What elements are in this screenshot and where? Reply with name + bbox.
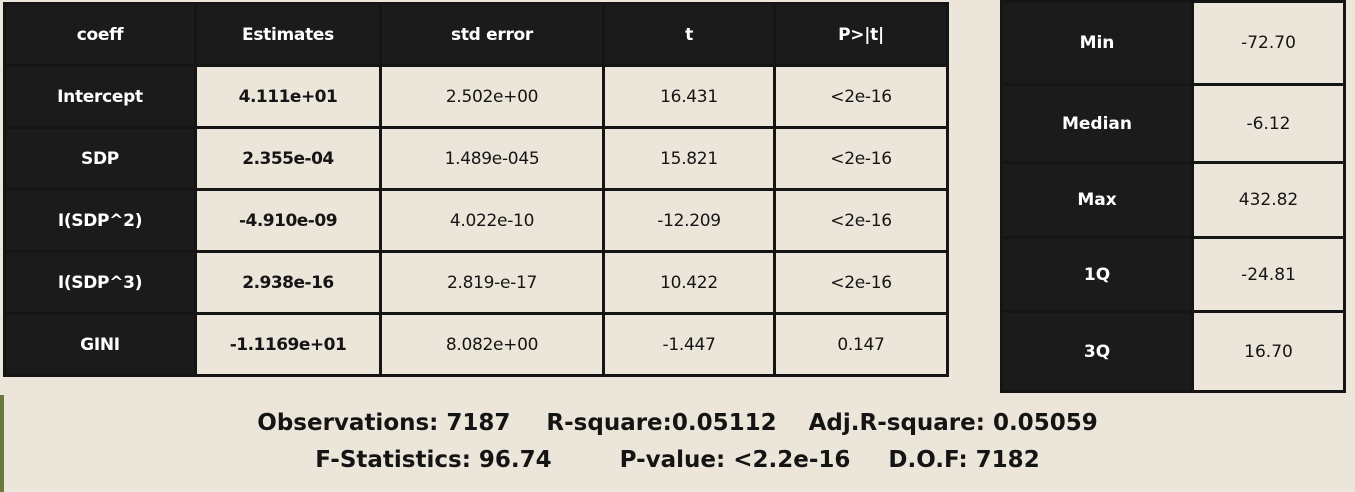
residual-row: Max 432.82 xyxy=(1000,161,1346,239)
coeff-name: I(SDP^2) xyxy=(3,188,197,253)
t-value: -1.447 xyxy=(602,312,776,377)
adj-r-square-text: Adj.R-square: 0.05059 xyxy=(808,410,1098,436)
background-edge xyxy=(0,395,4,492)
residual-row: Min -72.70 xyxy=(1000,0,1346,86)
header-estimates: Estimates xyxy=(194,2,382,67)
residual-row: Median -6.12 xyxy=(1000,83,1346,164)
residual-label: 3Q xyxy=(1000,310,1194,393)
residual-value: -24.81 xyxy=(1191,236,1346,313)
summary-line-1: Observations: 7187 R-square:0.05112 Adj.R-… xyxy=(0,410,1355,436)
std-error-value: 1.489e-045 xyxy=(379,126,605,191)
dof-text: D.O.F: 7182 xyxy=(888,447,1040,473)
table-row: SDP 2.355e-04 1.489e-045 15.821 <2e-16 xyxy=(3,126,949,191)
residual-label: Max xyxy=(1000,161,1194,239)
header-std-error: std error xyxy=(379,2,605,67)
residual-label: 1Q xyxy=(1000,236,1194,313)
estimate-value: -4.910e-09 xyxy=(194,188,382,253)
regression-table: coeff Estimates std error t P>|t| Interc… xyxy=(3,2,949,377)
table-row: I(SDP^3) 2.938e-16 2.819-e-17 10.422 <2e… xyxy=(3,250,949,315)
header-coeff: coeff xyxy=(3,2,197,67)
residuals-table: Min -72.70 Median -6.12 Max 432.82 1Q -2… xyxy=(1000,0,1346,393)
t-value: 15.821 xyxy=(602,126,776,191)
t-value: 10.422 xyxy=(602,250,776,315)
table-row: I(SDP^2) -4.910e-09 4.022e-10 -12.209 <2… xyxy=(3,188,949,253)
std-error-value: 2.502e+00 xyxy=(379,64,605,129)
p-value: 0.147 xyxy=(773,312,949,377)
p-value: <2e-16 xyxy=(773,250,949,315)
residual-value: -6.12 xyxy=(1191,83,1346,164)
estimate-value: -1.1169e+01 xyxy=(194,312,382,377)
coeff-name: I(SDP^3) xyxy=(3,250,197,315)
p-value: <2e-16 xyxy=(773,64,949,129)
coeff-name: SDP xyxy=(3,126,197,191)
coeff-name: Intercept xyxy=(3,64,197,129)
r-square-text: R-square:0.05112 xyxy=(546,410,777,436)
residual-row: 3Q 16.70 xyxy=(1000,310,1346,393)
table-row: Intercept 4.111e+01 2.502e+00 16.431 <2e… xyxy=(3,64,949,129)
residual-label: Min xyxy=(1000,0,1194,86)
header-p-value: P>|t| xyxy=(773,2,949,67)
t-value: 16.431 xyxy=(602,64,776,129)
p-value: <2e-16 xyxy=(773,188,949,253)
t-value: -12.209 xyxy=(602,188,776,253)
std-error-value: 8.082e+00 xyxy=(379,312,605,377)
table-row: GINI -1.1169e+01 8.082e+00 -1.447 0.147 xyxy=(3,312,949,377)
p-value-text: P-value: <2.2e-16 xyxy=(619,447,851,473)
coeff-name: GINI xyxy=(3,312,197,377)
std-error-value: 2.819-e-17 xyxy=(379,250,605,315)
residual-value: 16.70 xyxy=(1191,310,1346,393)
std-error-value: 4.022e-10 xyxy=(379,188,605,253)
residual-label: Median xyxy=(1000,83,1194,164)
summary-line-2: F-Statistics: 96.74 P-value: <2.2e-16 D.O.… xyxy=(0,447,1355,473)
residual-value: -72.70 xyxy=(1191,0,1346,86)
f-statistics-text: F-Statistics: 96.74 xyxy=(315,447,552,473)
estimate-value: 4.111e+01 xyxy=(194,64,382,129)
observations-text: Observations: 7187 xyxy=(257,410,511,436)
p-value: <2e-16 xyxy=(773,126,949,191)
estimate-value: 2.355e-04 xyxy=(194,126,382,191)
residual-value: 432.82 xyxy=(1191,161,1346,239)
estimate-value: 2.938e-16 xyxy=(194,250,382,315)
header-t: t xyxy=(602,2,776,67)
regression-header-row: coeff Estimates std error t P>|t| xyxy=(3,2,949,67)
residual-row: 1Q -24.81 xyxy=(1000,236,1346,313)
